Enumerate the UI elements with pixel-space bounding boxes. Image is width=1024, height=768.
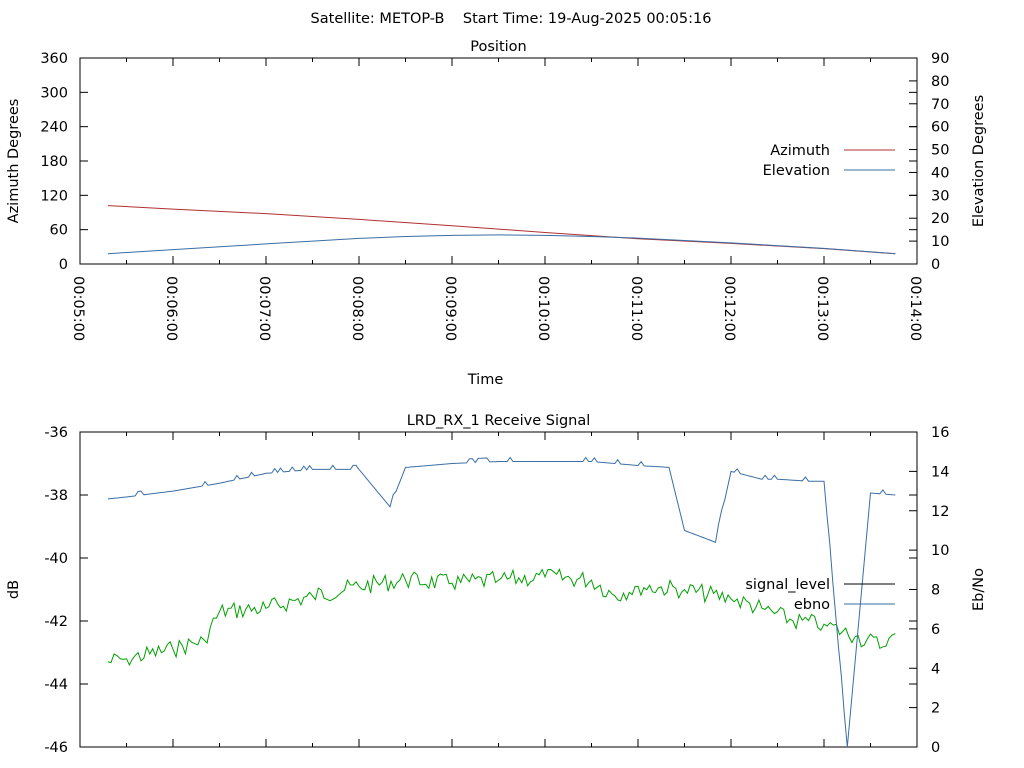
page-title: Satellite: METOP-B Start Time: 19-Aug-20… — [311, 11, 712, 27]
y2-axis-label: Eb/No — [971, 568, 987, 611]
legend-label: ebno — [794, 597, 830, 613]
y2-tick-label: 2 — [931, 701, 940, 717]
x-tick-label: 00:13:00 — [814, 276, 830, 341]
y-tick-label: -46 — [44, 740, 68, 756]
y2-tick-label: 20 — [931, 211, 949, 227]
x-tick-label: 00:07:00 — [256, 276, 272, 341]
y-tick-label: -40 — [44, 551, 68, 567]
y2-axis-label: Elevation Degrees — [971, 95, 987, 227]
y2-tick-label: 0 — [931, 257, 940, 273]
x-tick-label: 00:09:00 — [442, 276, 458, 341]
y-tick-label: 0 — [59, 257, 68, 273]
chart-title: Position — [470, 39, 526, 55]
series-line-ebno — [107, 456, 896, 748]
y-axis-label: dB — [6, 580, 22, 599]
y-tick-label: -42 — [44, 614, 68, 630]
y2-tick-label: 70 — [931, 97, 949, 113]
y2-tick-label: 90 — [931, 51, 949, 67]
x-tick-label: 00:06:00 — [163, 276, 179, 341]
y2-tick-label: 30 — [931, 188, 949, 204]
legend-label: Elevation — [763, 163, 830, 179]
y2-tick-label: 80 — [931, 74, 949, 90]
legend-label: Azimuth — [770, 143, 830, 159]
chart-title: LRD_RX_1 Receive Signal — [407, 413, 591, 429]
y-tick-label: -38 — [44, 488, 68, 504]
y2-tick-label: 10 — [931, 234, 949, 250]
y2-tick-label: 16 — [931, 425, 949, 441]
position-chart: Position 0 60 120 180 240 300 360 0 10 20 30 40 50 60 7… — [6, 39, 987, 388]
y-tick-label: 180 — [40, 154, 68, 170]
y-tick-label: -36 — [44, 425, 68, 441]
y-tick-label: 300 — [40, 85, 68, 101]
x-tick-label: 00:14:00 — [907, 276, 923, 341]
y-tick-label: 120 — [40, 188, 68, 204]
y2-tick-label: 50 — [931, 143, 949, 159]
x-tick-label: 00:08:00 — [349, 276, 365, 341]
y-tick-label: 360 — [40, 51, 68, 67]
x-tick-label: 00:11:00 — [628, 276, 644, 341]
legend-label: signal_level — [745, 577, 830, 593]
y2-tick-label: 0 — [931, 740, 940, 756]
y2-tick-label: 6 — [931, 622, 940, 638]
x-tick-label: 00:05:00 — [70, 276, 86, 341]
y2-tick-label: 14 — [931, 464, 949, 480]
x-tick-label: 00:10:00 — [535, 276, 551, 341]
y2-tick-label: 4 — [931, 661, 940, 677]
y-tick-label: 60 — [50, 223, 68, 239]
series-line-signal-level — [107, 568, 896, 667]
y2-tick-label: 12 — [931, 504, 949, 520]
series-line-elevation — [107, 234, 896, 255]
x-tick-label: 00:12:00 — [721, 276, 737, 341]
y-tick-label: -44 — [44, 677, 68, 693]
x-axis-label: Time — [467, 372, 504, 388]
y2-tick-label: 10 — [931, 543, 949, 559]
plot-frame — [79, 57, 918, 265]
receive-signal-chart: LRD_RX_1 Receive Signal -36 -38 -40 -42 -44 -4… — [6, 413, 987, 756]
y2-tick-label: 40 — [931, 165, 949, 181]
y2-tick-label: 8 — [931, 583, 940, 599]
y-axis-label: Azimuth Degrees — [6, 99, 22, 224]
y2-tick-label: 60 — [931, 120, 949, 136]
y-tick-label: 240 — [40, 120, 68, 136]
